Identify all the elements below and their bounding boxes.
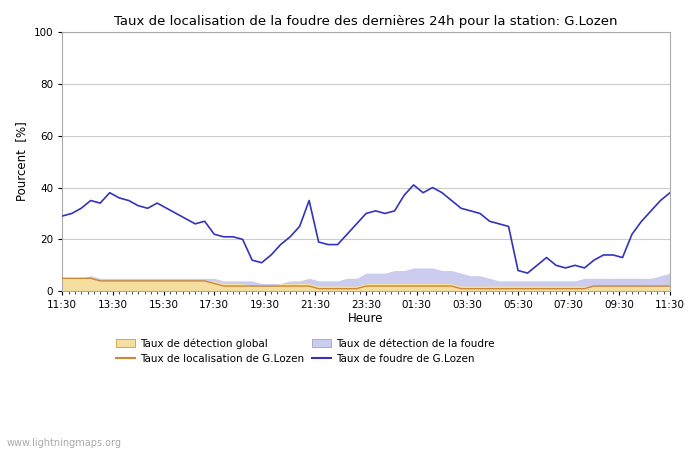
Title: Taux de localisation de la foudre des dernières 24h pour la station: G.Lozen: Taux de localisation de la foudre des de…	[114, 15, 618, 28]
Text: www.lightningmaps.org: www.lightningmaps.org	[7, 438, 122, 448]
X-axis label: Heure: Heure	[349, 312, 384, 325]
Legend: Taux de détection global, Taux de localisation de G.Lozen, Taux de détection de : Taux de détection global, Taux de locali…	[116, 338, 495, 364]
Y-axis label: Pourcent  [%]: Pourcent [%]	[15, 122, 28, 202]
